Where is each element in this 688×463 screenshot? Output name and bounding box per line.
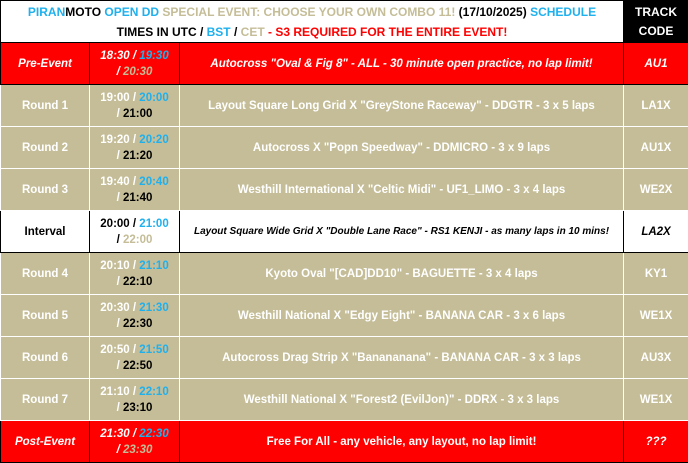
time-bst: 21:00: [139, 217, 169, 230]
session-times: 21:10 / 22:10/ 23:10: [89, 378, 180, 421]
time-cet: 21:00: [122, 107, 153, 120]
schedule-row: Round 2 19:20 / 20:20/ 21:20 Autocross X "…: [0, 126, 688, 169]
track-code: AU1: [623, 42, 688, 85]
schedule-row: Round 3 19:40 / 20:40/ 21:40 Westhill Inte…: [0, 168, 688, 211]
time-utc: 20:30: [100, 301, 130, 314]
session-label: Round 1: [0, 84, 90, 127]
time-cet: 22:10: [122, 275, 153, 288]
time-utc: 19:20: [100, 133, 130, 146]
time-cet: 23:10: [122, 401, 153, 414]
session-label: Round 6: [0, 336, 90, 379]
subtitle-bst: BST: [206, 24, 231, 39]
session-label: Post-Event: [0, 420, 90, 463]
session-description: Autocross X "Popn Speedway" - DDMICRO - …: [178, 126, 625, 169]
session-label: Pre-Event: [0, 42, 90, 85]
schedule-row: Interval 20:00 / 21:00/ 22:00 Layout Squar…: [0, 210, 688, 253]
time-bst: 21:50: [139, 343, 169, 356]
track-code: AU1X: [623, 126, 688, 169]
time-utc: 20:00: [100, 217, 130, 230]
track-code: LA2X: [623, 210, 688, 253]
time-utc: 20:50: [100, 343, 130, 356]
time-bst: 22:10: [139, 385, 169, 398]
session-description: Westhill National X "Forest2 (EvilJon)" …: [178, 378, 625, 421]
session-description: Layout Square Wide Grid X "Double Lane R…: [178, 210, 625, 253]
session-label: Interval: [0, 210, 90, 253]
session-label: Round 3: [0, 168, 90, 211]
session-label: Round 2: [0, 126, 90, 169]
session-times: 20:00 / 21:00/ 22:00: [89, 210, 180, 253]
session-times: 19:40 / 20:40/ 21:40: [89, 168, 180, 211]
session-times: 20:50 / 21:50/ 22:50: [89, 336, 180, 379]
time-bst: 20:00: [139, 91, 169, 104]
time-bst: 22:30: [139, 427, 169, 440]
track-code: WE1X: [623, 294, 688, 337]
schedule-row: Round 5 20:30 / 21:30/ 22:30 Westhill Nati…: [0, 294, 688, 337]
session-description: Kyoto Oval "[CAD]DD10" - BAGUETTE - 3 x …: [178, 252, 625, 295]
session-times: 18:30 / 19:30/ 20:30: [89, 42, 180, 85]
track-code: LA1X: [623, 84, 688, 127]
track-code: KY1: [623, 252, 688, 295]
title-moto: MOTO: [65, 4, 102, 19]
title-date: (17/10/2025): [458, 4, 531, 19]
session-description: Westhill National X "Edgy Eight" - BANAN…: [178, 294, 625, 337]
schedule-row: Round 1 19:00 / 20:00/ 21:00 Layout Square…: [0, 84, 688, 127]
time-utc: 20:10: [100, 259, 130, 272]
session-times: 19:20 / 20:20/ 21:20: [89, 126, 180, 169]
session-times: 20:30 / 21:30/ 22:30: [89, 294, 180, 337]
time-bst: 20:40: [139, 175, 169, 188]
time-bst: 21:30: [139, 301, 169, 314]
time-utc: 19:40: [100, 175, 130, 188]
schedule-row: Pre-Event 18:30 / 19:30/ 20:30 Autocross "…: [0, 42, 688, 85]
time-utc: 21:30: [100, 427, 130, 440]
session-description: Free For All - any vehicle, any layout, …: [178, 420, 625, 463]
session-times: 20:10 / 21:10/ 22:10: [89, 252, 180, 295]
subtitle-warning: - S3 REQUIRED FOR THE ENTIRE EVENT!: [264, 24, 508, 39]
session-times: 21:30 / 22:30/ 23:30: [89, 420, 180, 463]
title-piran: PIRAN: [27, 4, 66, 19]
time-bst: 21:10: [139, 259, 169, 272]
track-code: AU3X: [623, 336, 688, 379]
session-description: Autocross Drag Strip X "Banananana" - BA…: [178, 336, 625, 379]
schedule-row: Round 4 20:10 / 21:10/ 22:10 Kyoto Oval "[…: [0, 252, 688, 295]
subtitle-slash: /: [230, 24, 241, 39]
schedule-row: Round 7 21:10 / 22:10/ 23:10 Westhill Nati…: [0, 378, 688, 421]
time-cet: 20:30: [122, 65, 153, 78]
time-utc: 18:30: [100, 49, 130, 62]
session-label: Round 4: [0, 252, 90, 295]
header-row: PIRANMOTO OPEN DD SPECIAL EVENT: CHOOSE …: [0, 0, 688, 43]
time-utc: 21:10: [100, 385, 130, 398]
time-cet: 21:40: [122, 191, 153, 204]
schedule-title: PIRANMOTO OPEN DD SPECIAL EVENT: CHOOSE …: [0, 0, 625, 43]
time-cet: 23:30: [122, 443, 153, 456]
session-description: Layout Square Long Grid X "GreyStone Rac…: [178, 84, 625, 127]
session-times: 19:00 / 20:00/ 21:00: [89, 84, 180, 127]
session-description: Westhill International X "Celtic Midi" -…: [178, 168, 625, 211]
session-label: Round 7: [0, 378, 90, 421]
track-code-header: TRACK CODE: [623, 0, 688, 43]
schedule-row: Round 6 20:50 / 21:50/ 22:50 Autocross Dra…: [0, 336, 688, 379]
session-description: Autocross "Oval & Fig 8" - ALL - 30 minu…: [178, 42, 625, 85]
subtitle-cet: CET: [240, 24, 265, 39]
time-bst: 19:30: [139, 49, 169, 62]
track-code: ???: [623, 420, 688, 463]
time-cet: 22:00: [122, 233, 153, 246]
time-cet: 22:50: [122, 359, 153, 372]
title-event: SPECIAL EVENT: CHOOSE YOUR OWN COMBO 11!: [162, 4, 459, 19]
time-utc: 19:00: [100, 91, 130, 104]
title-schedule: SCHEDULE: [530, 4, 597, 19]
track-code: WE2X: [623, 168, 688, 211]
time-cet: 21:20: [122, 149, 153, 162]
subtitle-utc: TIMES IN UTC /: [116, 24, 207, 39]
track-code: WE1X: [623, 378, 688, 421]
time-bst: 20:20: [139, 133, 169, 146]
schedule-row: Post-Event 21:30 / 22:30/ 23:30 Free For A…: [0, 420, 688, 463]
session-label: Round 5: [0, 294, 90, 337]
time-cet: 22:30: [122, 317, 153, 330]
title-open-dd: OPEN DD: [101, 4, 163, 19]
